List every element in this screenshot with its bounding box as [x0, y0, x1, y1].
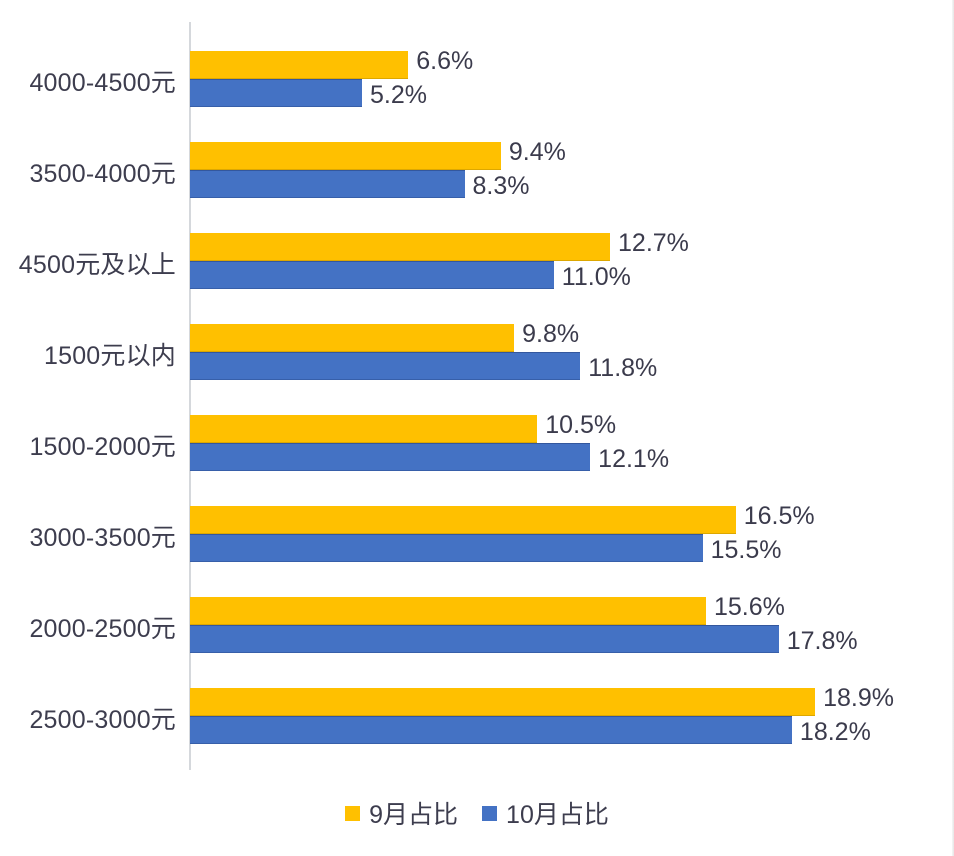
- bar-value-label: 18.9%: [823, 684, 894, 712]
- bar-value-label: 10.5%: [545, 411, 617, 439]
- bar-series-9[interactable]: [190, 415, 538, 443]
- bar-value-label: 12.1%: [598, 445, 670, 473]
- chart-category-group: 3000-3500元 16.5% 15.5%: [0, 502, 954, 564]
- bar-value-label: 12.7%: [618, 229, 689, 257]
- bar-value-label: 16.5%: [743, 502, 815, 530]
- plot-area: 4000-4500元 6.6% 5.2% 3500-4000元 9.4% 8.3% 4500…: [0, 22, 954, 770]
- bar-value-label: 15.5%: [710, 536, 782, 564]
- bar-value-label: 8.3%: [472, 172, 530, 200]
- bar-series-10[interactable]: [190, 261, 554, 289]
- bar-value-label: 18.2%: [799, 718, 871, 746]
- bar-series-10[interactable]: [190, 534, 703, 562]
- bar-series-9[interactable]: [190, 506, 736, 534]
- legend-label: 10月占比: [506, 801, 609, 829]
- legend-swatch-icon: [345, 805, 361, 821]
- category-axis-label: 2000-2500元: [29, 615, 176, 643]
- chart-category-group: 4000-4500元 6.6% 5.2%: [0, 47, 954, 109]
- chart-category-group: 2500-3000元 18.9% 18.2%: [0, 684, 954, 746]
- legend-item[interactable]: 10月占比: [482, 795, 609, 831]
- bar-value-label: 9.4%: [508, 138, 566, 166]
- chart-category-group: 1500元以内 9.8% 11.8%: [0, 320, 954, 382]
- category-axis-label: 1500-2000元: [29, 433, 176, 461]
- category-axis-label: 3500-4000元: [29, 160, 176, 188]
- bar-series-9[interactable]: [190, 233, 611, 261]
- bar-series-9[interactable]: [190, 597, 706, 625]
- bar-series-9[interactable]: [190, 51, 409, 79]
- bar-series-10[interactable]: [190, 716, 792, 744]
- bar-series-9[interactable]: [190, 688, 816, 716]
- legend-swatch-icon: [482, 805, 498, 821]
- bar-series-9[interactable]: [190, 324, 515, 352]
- legend-item[interactable]: 9月占比: [345, 795, 458, 831]
- bar-value-label: 6.6%: [416, 47, 474, 75]
- bar-value-label: 11.0%: [561, 263, 631, 291]
- bar-series-10[interactable]: [190, 625, 779, 653]
- bar-value-label: 11.8%: [588, 354, 658, 382]
- bar-series-10[interactable]: [190, 170, 465, 198]
- category-axis-line: [189, 22, 191, 770]
- chart-legend: 9月占比 10月占比: [0, 795, 954, 831]
- category-axis-label: 2500-3000元: [29, 706, 176, 734]
- legend-label: 9月占比: [369, 801, 459, 829]
- chart-category-group: 2000-2500元 15.6% 17.8%: [0, 593, 954, 655]
- bar-series-9[interactable]: [190, 142, 501, 170]
- chart-category-group: 3500-4000元 9.4% 8.3%: [0, 138, 954, 200]
- chart-category-group: 4500元及以上 12.7% 11.0%: [0, 229, 954, 291]
- chart-category-group: 1500-2000元 10.5% 12.1%: [0, 411, 954, 473]
- bar-series-10[interactable]: [190, 79, 362, 107]
- category-axis-label: 4000-4500元: [29, 69, 176, 97]
- bar-value-label: 5.2%: [369, 81, 427, 109]
- category-axis-label: 3000-3500元: [29, 524, 176, 552]
- bar-value-label: 15.6%: [713, 593, 785, 621]
- category-axis-label: 4500元及以上: [18, 251, 176, 279]
- category-axis-label: 1500元以内: [43, 342, 176, 370]
- bar-series-10[interactable]: [190, 352, 581, 380]
- bar-value-label: 9.8%: [522, 320, 580, 348]
- bar-value-label: 17.8%: [786, 627, 858, 655]
- bar-series-10[interactable]: [190, 443, 591, 471]
